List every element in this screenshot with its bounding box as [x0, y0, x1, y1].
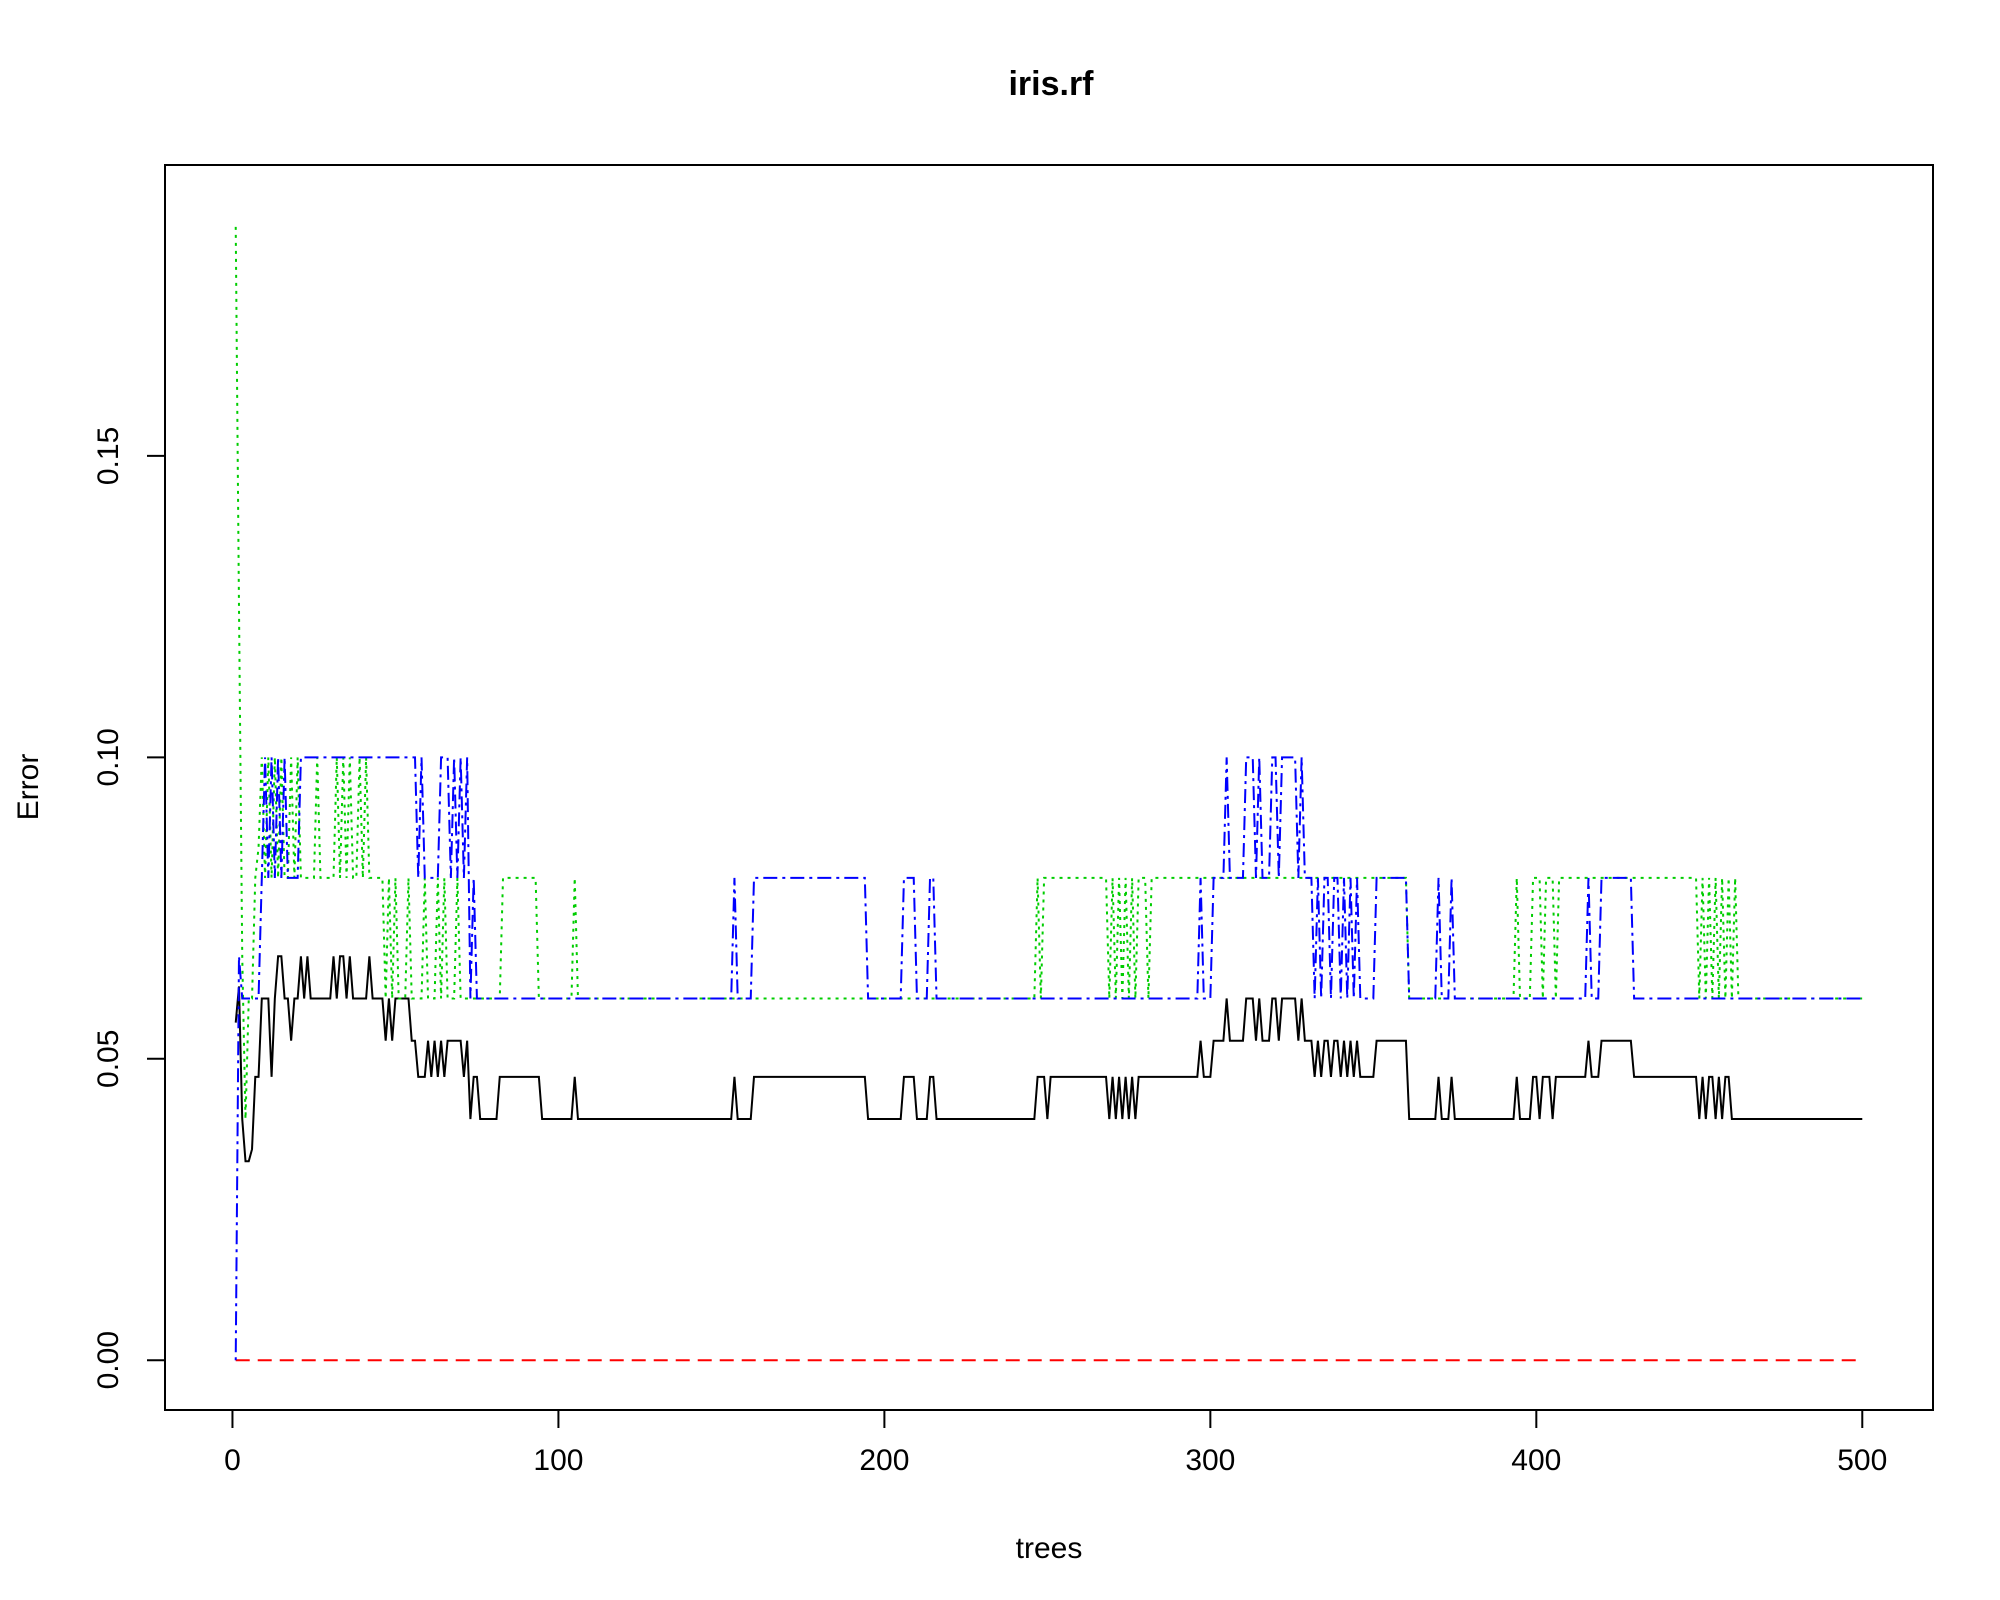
series-class-3	[234, 756, 1863, 1361]
x-tick-label: 0	[224, 1444, 241, 1477]
plot-frame	[164, 164, 1934, 1411]
y-tick-label: 0.10	[92, 728, 125, 786]
y-tick-label: 0.00	[92, 1331, 125, 1389]
x-tick-label: 200	[859, 1444, 909, 1477]
x-axis: 0 100 200 300 400 500	[224, 1409, 1887, 1477]
x-axis-label: trees	[1016, 1532, 1083, 1565]
series-class-2	[234, 226, 1863, 1120]
x-tick-label: 500	[1837, 1444, 1887, 1477]
x-tick-label: 400	[1511, 1444, 1561, 1477]
y-tick-label: 0.05	[92, 1030, 125, 1088]
x-tick-label: 300	[1185, 1444, 1235, 1477]
series-total-oob	[234, 955, 1863, 1163]
y-tick-label: 0.15	[92, 427, 125, 485]
x-tick-label: 100	[533, 1444, 583, 1477]
y-axis: 0.00 0.05 0.10 0.15	[92, 427, 166, 1389]
y-axis-label: Error	[12, 754, 45, 821]
chart-title: iris.rf	[1008, 65, 1094, 103]
series-layer	[234, 226, 1863, 1362]
